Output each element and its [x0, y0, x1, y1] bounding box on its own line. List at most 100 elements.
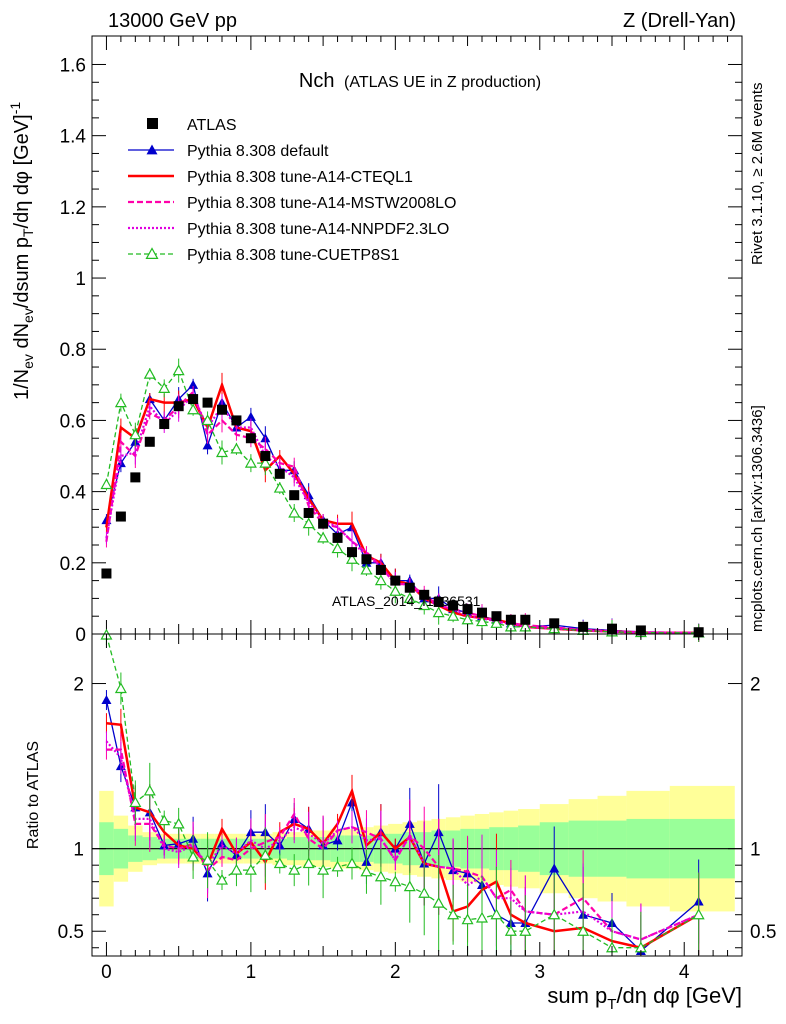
ratio-y-tick-label: 0.5	[58, 922, 84, 943]
data-point	[201, 853, 214, 865]
data-point	[461, 913, 474, 925]
data-point	[490, 908, 503, 920]
data-point	[331, 860, 344, 872]
data-point	[259, 456, 272, 468]
atlas-point	[375, 564, 386, 575]
y-tick-label: 0.2	[60, 554, 86, 575]
data-point	[100, 478, 113, 490]
data-point	[245, 411, 256, 421]
data-point	[302, 857, 315, 869]
atlas-point	[202, 397, 213, 408]
legend-label: Pythia 8.308 tune-A14-MSTW2008LO	[187, 195, 456, 212]
x-tick-label: 4	[679, 962, 690, 983]
ratio-y-tick-label-right: 1	[750, 840, 761, 861]
ratio-series-pythia-8-308-tune-cuetp8s1	[100, 628, 705, 955]
data-point	[244, 456, 257, 468]
y-tick-label: 0.6	[60, 411, 86, 432]
main-title: Nch (ATLAS UE in Z production)	[299, 70, 541, 92]
main-panel: ATLAS_2014_I1736531 0 0.2 0.4 0.6 0.8 1 1.2 1.4…	[7, 35, 743, 646]
y-tick-label: 1	[75, 269, 86, 290]
x-tick-label: 2	[390, 962, 401, 983]
data-point	[360, 563, 373, 575]
data-point	[202, 440, 213, 450]
data-point	[158, 814, 171, 826]
atlas-point	[289, 490, 300, 501]
data-point	[307, 501, 310, 504]
atlas-point	[173, 401, 184, 412]
data-point	[345, 857, 359, 869]
atlas-point	[578, 621, 589, 632]
data-point	[351, 540, 353, 543]
y-tick-label: 0.8	[60, 340, 86, 361]
data-point	[215, 873, 229, 885]
atlas-point	[245, 433, 256, 444]
data-point	[351, 522, 353, 525]
watermark: ATLAS_2014_I1736531	[332, 593, 481, 609]
data-point	[273, 481, 286, 493]
legend-label: ATLAS	[187, 117, 237, 134]
legend-item-pythia-8-308-tune-a14-mstw2008lo: Pythia 8.308 tune-A14-MSTW2008LO	[128, 195, 456, 212]
ratio-y-tick-label: 2	[73, 675, 84, 696]
atlas-point	[159, 418, 170, 429]
legend-label: Pythia 8.308 tune-A14-CTEQL1	[187, 169, 413, 186]
atlas-point	[101, 568, 112, 579]
atlas-point	[462, 604, 473, 615]
x-tick-label: 3	[534, 962, 545, 983]
y-tick-label: 1.6	[60, 55, 86, 76]
atlas-point	[347, 547, 357, 558]
atlas-point	[260, 451, 271, 462]
data-point	[549, 863, 560, 873]
data-point	[114, 396, 127, 408]
data-point	[158, 382, 171, 393]
header-right: Z (Drell-Yan)	[623, 10, 736, 32]
y-tick-label: 0	[75, 625, 86, 646]
data-point	[447, 908, 460, 920]
x-tick-label: 1	[246, 962, 257, 983]
data-point	[302, 517, 315, 529]
main-y-axis-label: 1/Nev dNev/dsum pT/dη dφ [GeV]-1	[7, 102, 36, 400]
data-point	[187, 850, 200, 862]
data-point	[389, 875, 402, 887]
legend-label: Pythia 8.308 tune-A14-NNPDF2.3LO	[187, 221, 449, 238]
atlas-point	[231, 415, 242, 426]
data-point	[215, 446, 229, 458]
data-point	[360, 865, 373, 877]
data-point	[120, 426, 122, 429]
data-point	[221, 384, 223, 386]
data-point	[418, 887, 431, 898]
data-point	[148, 398, 151, 400]
y-tick-label: 0.4	[60, 483, 87, 504]
data-point	[188, 379, 199, 389]
data-point	[143, 367, 156, 379]
legend-label: Pythia 8.308 tune-CUETP8S1	[187, 247, 400, 264]
legend-label: Pythia 8.308 default	[187, 143, 329, 160]
atlas-point	[115, 511, 126, 522]
legend-item-pythia-8-308-default: Pythia 8.308 default	[128, 143, 329, 160]
data-point	[374, 870, 387, 882]
data-point	[288, 506, 301, 518]
ratio-y-tick-label-right: 0.5	[750, 922, 776, 943]
legend: ATLAS Pythia 8.308 default Pythia 8.308 tu…	[128, 117, 456, 264]
atlas-point	[188, 394, 199, 405]
y-tick-label: 1.2	[60, 198, 86, 219]
atlas-point	[390, 575, 401, 586]
data-point	[475, 615, 489, 627]
data-point	[129, 428, 142, 440]
data-point	[475, 911, 489, 923]
data-point	[105, 526, 108, 529]
data-point	[403, 592, 416, 604]
series-atlas	[101, 394, 704, 638]
data-point	[172, 817, 185, 829]
data-point	[101, 695, 112, 705]
data-point	[317, 531, 330, 543]
atlas-point	[144, 436, 155, 447]
legend-item-pythia-8-308-tune-a14-nnpdf2-3lo: Pythia 8.308 tune-A14-NNPDF2.3LO	[128, 221, 449, 238]
atlas-point	[404, 582, 415, 593]
data-point	[432, 606, 445, 618]
data-point	[461, 613, 474, 625]
main-title-main: Nch	[299, 70, 335, 92]
data-point	[293, 476, 296, 479]
atlas-point	[217, 404, 227, 415]
x-axis-label: sum pT/dη dφ [GeV]	[547, 983, 742, 1013]
data-point	[432, 896, 445, 908]
